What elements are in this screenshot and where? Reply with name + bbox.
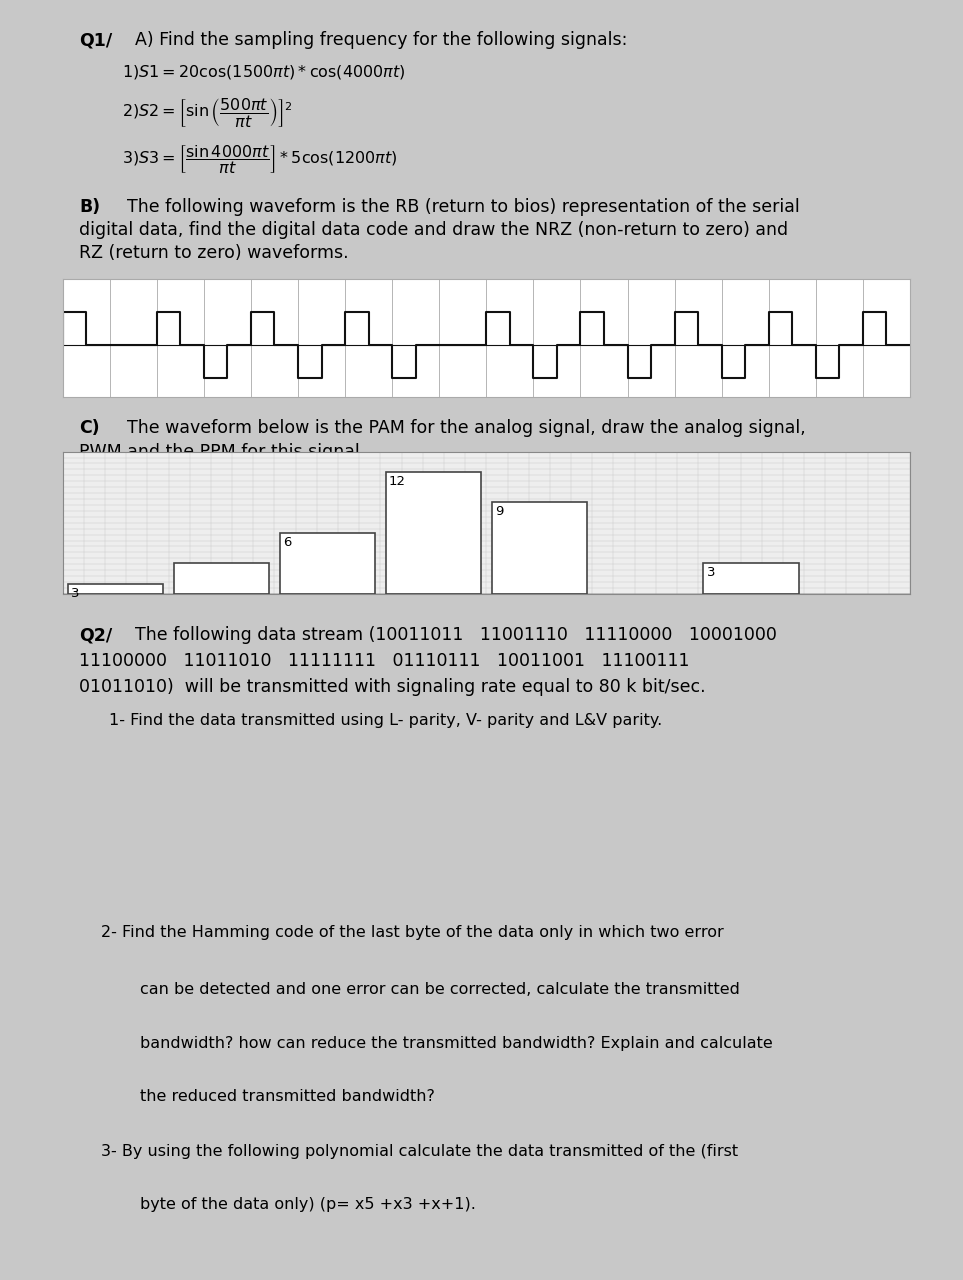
Text: digital data, find the digital data code and draw the NRZ (non-return to zero) a: digital data, find the digital data code… (79, 220, 788, 239)
Text: $\mathit{3) S3 = \left[\dfrac{\sin 4000\pi t}{\pi t}\right] * 5\cos(1200\pi t)}$: $\mathit{3) S3 = \left[\dfrac{\sin 4000\… (122, 143, 398, 175)
Text: can be detected and one error can be corrected, calculate the transmitted: can be detected and one error can be cor… (140, 982, 740, 997)
Text: Q2/: Q2/ (79, 626, 113, 644)
Text: bandwidth? how can reduce the transmitted bandwidth? Explain and calculate: bandwidth? how can reduce the transmitte… (140, 1036, 772, 1051)
Bar (174, 563, 270, 594)
Text: 11100000   11011010   11111111   01110111   10011001   11100111: 11100000 11011010 11111111 01110111 1001… (79, 653, 690, 671)
Bar (703, 563, 799, 594)
Text: The following data stream (10011011   11001110   11110000   10001000: The following data stream (10011011 1100… (136, 626, 777, 644)
Text: the reduced transmitted bandwidth?: the reduced transmitted bandwidth? (140, 1089, 434, 1103)
Bar (492, 503, 587, 594)
Text: 2- Find the Hamming code of the last byte of the data only in which two error: 2- Find the Hamming code of the last byt… (101, 925, 723, 940)
Text: $\mathit{1) S1 = 20\cos(1500\pi t) * \cos (4000\pi t)}$: $\mathit{1) S1 = 20\cos(1500\pi t) * \co… (122, 63, 406, 81)
Bar (67, 584, 164, 594)
Text: $\mathit{2) S2 = \left[\sin\left(\dfrac{500\pi t}{\pi t}\right)\right]^2}$: $\mathit{2) S2 = \left[\sin\left(\dfrac{… (122, 96, 293, 128)
Text: 3: 3 (71, 586, 80, 600)
Text: 3- By using the following polynomial calculate the data transmitted of the (firs: 3- By using the following polynomial cal… (101, 1144, 738, 1160)
Text: B): B) (79, 198, 100, 216)
Text: 12: 12 (389, 475, 405, 488)
Bar (280, 532, 376, 594)
Text: 01011010)  will be transmitted with signaling rate equal to 80 k bit/sec.: 01011010) will be transmitted with signa… (79, 678, 706, 696)
Text: 1- Find the data transmitted using L- parity, V- parity and L&V parity.: 1- Find the data transmitted using L- pa… (110, 713, 663, 727)
Text: RZ (return to zero) waveforms.: RZ (return to zero) waveforms. (79, 243, 349, 261)
Text: 3: 3 (707, 567, 716, 580)
Text: PWM and the PPM for this signal.: PWM and the PPM for this signal. (79, 443, 365, 462)
Text: Q1/: Q1/ (79, 32, 113, 50)
Bar (386, 472, 482, 594)
Text: A) Find the sampling frequency for the following signals:: A) Find the sampling frequency for the f… (136, 32, 628, 50)
Text: byte of the data only) (p= x5 +x3 +x+1).: byte of the data only) (p= x5 +x3 +x+1). (140, 1197, 476, 1212)
Text: The waveform below is the PAM for the analog signal, draw the analog signal,: The waveform below is the PAM for the an… (127, 419, 805, 436)
Text: 9: 9 (495, 506, 503, 518)
Text: C): C) (79, 419, 99, 436)
Text: 6: 6 (283, 536, 291, 549)
Text: The following waveform is the RB (return to bios) representation of the serial: The following waveform is the RB (return… (127, 198, 799, 216)
